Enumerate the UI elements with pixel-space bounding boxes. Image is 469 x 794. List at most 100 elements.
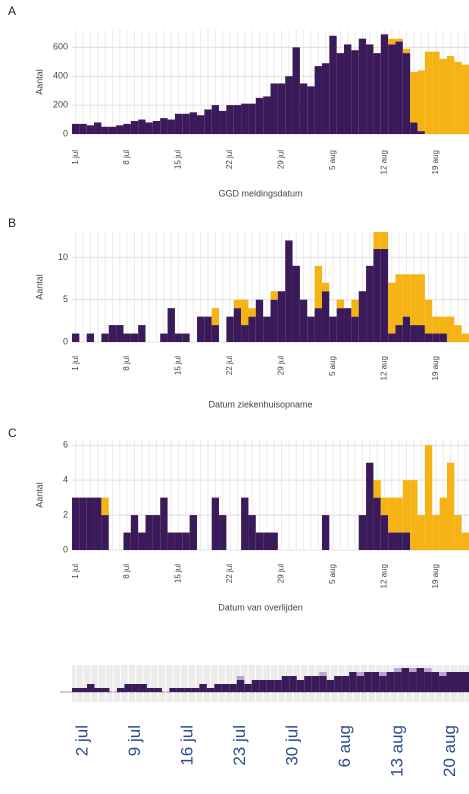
bar: [410, 274, 418, 326]
bar: [461, 672, 469, 692]
x-tick-label: 12 aug: [380, 564, 389, 588]
bar: [101, 333, 109, 342]
bar: [182, 113, 190, 134]
bar: [160, 118, 168, 134]
bar: [446, 462, 455, 550]
x-tick-label: 30 jul: [282, 725, 301, 766]
bar: [379, 672, 387, 676]
bar: [461, 64, 469, 134]
x-tick-label: 8 jul: [122, 356, 131, 371]
bar: [461, 333, 469, 342]
bar: [446, 316, 455, 342]
bar: [241, 299, 249, 326]
x-tick-label: 19 aug: [431, 356, 440, 380]
bar: [241, 497, 249, 550]
bar: [189, 515, 197, 550]
bar: [241, 325, 249, 342]
bar: [130, 515, 139, 550]
bar: [356, 676, 365, 692]
bar: [255, 299, 264, 342]
bar: [241, 103, 249, 134]
bar: [229, 684, 237, 692]
bar: [336, 308, 345, 342]
bar: [386, 672, 395, 692]
y-axis-title: Aantal: [34, 482, 44, 508]
bar: [416, 668, 425, 692]
bar: [248, 103, 256, 134]
bar: [336, 53, 345, 134]
x-tick-label: 5 aug: [328, 150, 337, 170]
bar: [266, 680, 275, 692]
bar: [373, 497, 381, 550]
bar: [321, 515, 330, 550]
y-tick-label: 0: [63, 336, 68, 346]
x-tick-label: 23 jul: [230, 725, 249, 766]
bar: [373, 480, 381, 498]
bar: [270, 291, 278, 300]
bar: [432, 51, 440, 134]
bar: [167, 119, 175, 134]
bar: [409, 672, 417, 692]
bar: [395, 325, 403, 342]
bar: [380, 515, 389, 550]
bar: [233, 308, 242, 342]
bar: [94, 688, 102, 692]
panel-letter: C: [8, 426, 17, 440]
x-tick-label: 19 aug: [431, 150, 440, 174]
bar: [314, 308, 322, 342]
bar: [116, 688, 125, 692]
y-tick-label: 0: [63, 544, 68, 554]
bar: [321, 63, 330, 134]
bar: [402, 532, 411, 550]
bar: [402, 480, 411, 533]
bar: [373, 53, 381, 134]
bar: [296, 680, 305, 692]
bar: [138, 119, 146, 134]
bar: [344, 308, 352, 342]
bar: [79, 497, 87, 550]
bar: [417, 70, 425, 132]
bar: [402, 48, 411, 54]
x-tick-label: 29 jul: [277, 356, 286, 375]
bar: [395, 497, 403, 533]
bar: [94, 122, 102, 134]
bar: [319, 676, 327, 692]
bar: [373, 248, 381, 342]
bar: [402, 274, 411, 317]
bar: [307, 86, 315, 134]
bar: [432, 316, 440, 334]
bar: [145, 515, 153, 550]
x-tick-label: 1 jul: [71, 356, 80, 371]
bar: [336, 299, 345, 309]
bar: [204, 316, 212, 342]
bar: [146, 688, 155, 692]
bar: [380, 34, 389, 135]
bar: [395, 274, 403, 326]
x-tick-label: 15 jul: [174, 150, 183, 169]
x-tick-label: 1 jul: [71, 564, 80, 579]
bar: [169, 688, 177, 692]
bar: [424, 445, 433, 550]
bar: [277, 291, 286, 342]
x-tick-label: 22 jul: [225, 564, 234, 583]
bar: [439, 316, 447, 334]
bar: [160, 333, 168, 342]
bar: [341, 676, 350, 692]
bar: [108, 325, 117, 342]
x-tick-label: 1 jul: [71, 150, 80, 165]
x-tick-label: 15 jul: [174, 564, 183, 583]
bar: [380, 232, 389, 249]
bar: [233, 299, 242, 309]
bar: [292, 265, 300, 342]
bar: [226, 105, 234, 134]
bar: [304, 676, 312, 692]
bar: [72, 123, 80, 134]
bar: [394, 668, 402, 672]
bar: [417, 515, 425, 550]
bar: [439, 672, 447, 676]
bar: [395, 532, 403, 550]
x-tick-label: 12 aug: [380, 356, 389, 380]
bar: [72, 333, 80, 342]
bar: [116, 125, 124, 134]
bar: [432, 333, 440, 342]
